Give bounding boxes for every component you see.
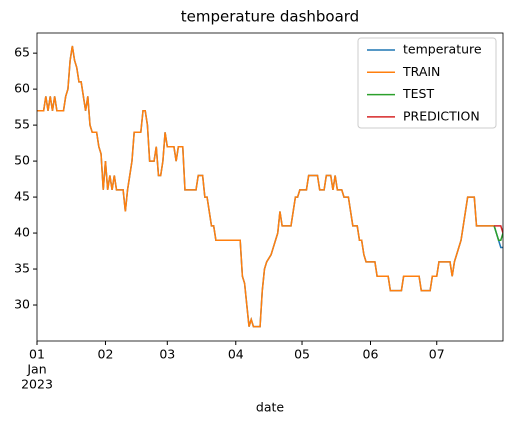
x-axis-label: date bbox=[256, 400, 284, 415]
x-secondary-label: Jan bbox=[26, 362, 46, 377]
x-tick-label: 06 bbox=[363, 347, 379, 362]
y-tick-label: 60 bbox=[14, 81, 30, 96]
legend-box bbox=[357, 37, 497, 129]
y-tick-label: 65 bbox=[14, 45, 30, 60]
x-tick-label: 03 bbox=[159, 347, 175, 362]
axes-frame bbox=[36, 32, 504, 342]
x-secondary-label: 2023 bbox=[21, 377, 53, 392]
legend-label: PREDICTION bbox=[403, 108, 480, 123]
y-tick-label: 35 bbox=[14, 261, 30, 276]
x-tick-label: 02 bbox=[98, 347, 114, 362]
y-tick-label: 40 bbox=[14, 225, 30, 240]
y-tick-label: 45 bbox=[14, 189, 30, 204]
legend-label: TEST bbox=[402, 86, 434, 101]
legend-label: temperature bbox=[403, 42, 482, 57]
chart-title: temperature dashboard bbox=[181, 8, 359, 26]
y-tick-label: 55 bbox=[14, 117, 30, 132]
series-line bbox=[494, 225, 503, 234]
x-tick-label: 05 bbox=[294, 347, 310, 362]
legend-label: TRAIN bbox=[402, 64, 440, 79]
series-line bbox=[493, 225, 503, 241]
y-tick-label: 50 bbox=[14, 153, 30, 168]
x-tick-label: 04 bbox=[228, 347, 244, 362]
x-tick-label: 07 bbox=[429, 347, 445, 362]
series-line bbox=[37, 45, 495, 328]
y-tick-label: 30 bbox=[14, 297, 30, 312]
x-tick-label: 01 bbox=[29, 347, 45, 362]
